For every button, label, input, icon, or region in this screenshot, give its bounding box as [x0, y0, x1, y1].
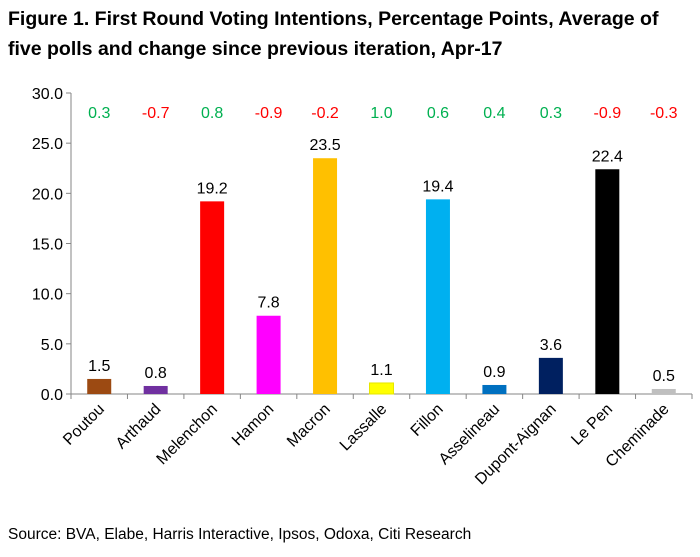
value-label: 23.5 — [309, 137, 340, 154]
bar-cheminade — [651, 388, 676, 394]
change-label: 0.4 — [483, 105, 505, 122]
value-label: 0.5 — [653, 368, 675, 385]
y-tick-label: 0.0 — [41, 387, 63, 404]
y-tick-label: 10.0 — [32, 287, 63, 304]
bar-chart: 0.0 5.0 10.0 15.0 20.0 25.0 30.0 1.5 0.3 Poutou 0.… — [32, 86, 693, 488]
chart-title-line-1: Figure 1. First Round Voting Intentions,… — [8, 8, 659, 30]
bar-macron — [313, 158, 338, 394]
change-label: 0.3 — [540, 105, 562, 122]
bar-hamon — [256, 315, 281, 394]
value-label: 7.8 — [257, 295, 279, 312]
change-label: 0.8 — [201, 105, 223, 122]
value-label: 19.4 — [422, 178, 453, 195]
bar-dupont-aignan — [538, 357, 563, 394]
y-tick-label: 30.0 — [32, 86, 63, 103]
y-tick-label: 15.0 — [32, 237, 63, 254]
bar-arthaud — [143, 385, 168, 394]
value-label: 1.1 — [370, 362, 392, 379]
category-label: Le Pen — [568, 401, 616, 449]
category-label: Melenchon — [154, 401, 221, 468]
y-tick-label: 20.0 — [32, 186, 63, 203]
bar-asselineau — [482, 384, 507, 394]
value-label: 0.8 — [145, 365, 167, 382]
chart-title-line-2: five polls and change since previous ite… — [8, 38, 503, 60]
value-label: 19.2 — [197, 180, 228, 197]
category-label: Lassalle — [337, 401, 391, 455]
change-label: 0.3 — [88, 105, 110, 122]
change-label: 1.0 — [370, 105, 392, 122]
bar-melenchon — [200, 201, 225, 394]
category-label: Macron — [284, 401, 334, 451]
value-label: 3.6 — [540, 337, 562, 354]
category-label: Fillon — [408, 401, 447, 440]
change-label: -0.2 — [311, 105, 339, 122]
value-label: 0.9 — [483, 364, 505, 381]
change-label: -0.3 — [650, 105, 678, 122]
bar-lassalle — [369, 382, 394, 395]
y-tick-label: 25.0 — [32, 136, 63, 153]
value-label: 1.5 — [88, 358, 110, 375]
bar-fillon — [425, 199, 450, 394]
bar-poutou — [87, 378, 112, 394]
change-label: -0.9 — [255, 105, 283, 122]
category-label: Hamon — [229, 401, 277, 449]
y-tick-label: 5.0 — [41, 337, 63, 354]
category-label: Poutou — [60, 401, 108, 449]
chart-title: Figure 1. First Round Voting Intentions,… — [8, 4, 693, 64]
source-note: Source: BVA, Elabe, Harris Interactive, … — [8, 526, 472, 543]
change-label: 0.6 — [427, 105, 449, 122]
category-label: Arthaud — [113, 401, 165, 453]
change-label: -0.9 — [594, 105, 622, 122]
change-label: -0.7 — [142, 105, 170, 122]
value-label: 22.4 — [592, 148, 623, 165]
bar-le-pen — [595, 169, 620, 394]
